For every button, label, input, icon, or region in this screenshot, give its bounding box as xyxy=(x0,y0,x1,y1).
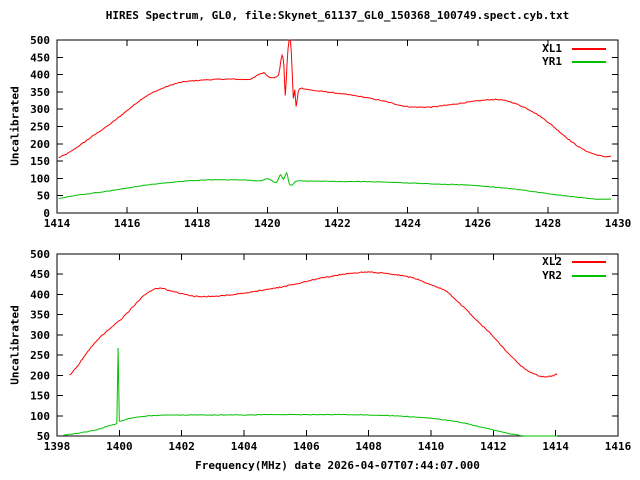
x-tick-label: 1408 xyxy=(355,440,382,453)
y-tick-label: 200 xyxy=(30,138,50,151)
y-tick-label: 100 xyxy=(30,172,50,185)
y-axis-label-top: Uncalibrated xyxy=(8,86,22,166)
x-tick-label: 1418 xyxy=(184,217,211,230)
x-tick-label: 1428 xyxy=(535,217,562,230)
y-tick-label: 0 xyxy=(43,207,50,220)
x-axis-label: Frequency(MHz) date 2026-04-07T07:44:07.… xyxy=(195,459,480,472)
y-tick-label: 450 xyxy=(30,51,50,64)
series-xl2-line xyxy=(69,271,558,378)
x-tick-label: 1422 xyxy=(324,217,351,230)
legend-line-yr1 xyxy=(572,61,606,63)
legend-label-yr2: YR2 xyxy=(542,269,562,282)
x-tick-label: 1398 xyxy=(44,440,71,453)
y-tick-label: 500 xyxy=(30,248,50,261)
series-yr1-line xyxy=(58,171,612,200)
x-tick-label: 1410 xyxy=(418,440,445,453)
y-tick-label: 450 xyxy=(30,268,50,281)
x-tick-label: 1402 xyxy=(168,440,195,453)
y-tick-label: 350 xyxy=(30,86,50,99)
x-tick-label: 1400 xyxy=(106,440,133,453)
x-tick-label: 1412 xyxy=(480,440,507,453)
y-tick-label: 200 xyxy=(30,369,50,382)
y-axis-label-bottom: Uncalibrated xyxy=(8,305,22,385)
y-tick-label: 350 xyxy=(30,309,50,322)
y-tick-label: 250 xyxy=(30,121,50,134)
y-tick-label: 300 xyxy=(30,103,50,116)
y-tick-label: 100 xyxy=(30,410,50,423)
x-tick-label: 1416 xyxy=(605,440,632,453)
x-tick-label: 1414 xyxy=(44,217,71,230)
x-tick-label: 1404 xyxy=(231,440,258,453)
y-tick-label: 400 xyxy=(30,288,50,301)
legend-line-xl2 xyxy=(572,261,606,263)
y-tick-label: 250 xyxy=(30,349,50,362)
y-tick-label: 300 xyxy=(30,329,50,342)
x-tick-label: 1424 xyxy=(394,217,421,230)
y-tick-label: 50 xyxy=(37,190,50,203)
y-tick-label: 150 xyxy=(30,155,50,168)
y-tick-label: 150 xyxy=(30,390,50,403)
legend-line-xl1 xyxy=(572,48,606,50)
x-tick-label: 1406 xyxy=(293,440,320,453)
legend-line-yr2 xyxy=(572,275,606,277)
y-tick-label: 50 xyxy=(37,430,50,443)
y-tick-label: 500 xyxy=(30,34,50,47)
y-tick-label: 400 xyxy=(30,69,50,82)
x-tick-label: 1414 xyxy=(542,440,569,453)
x-tick-label: 1426 xyxy=(465,217,492,230)
x-tick-label: 1416 xyxy=(114,217,141,230)
legend-label-yr1: YR1 xyxy=(542,55,562,68)
x-tick-label: 1420 xyxy=(254,217,281,230)
legend-label-xl1: XL1 xyxy=(542,42,562,55)
chart-title: HIRES Spectrum, GL0, file:Skynet_61137_G… xyxy=(105,9,570,22)
series-yr2-line xyxy=(63,348,558,437)
series-xl1-line xyxy=(58,39,612,158)
legend-label-xl2: XL2 xyxy=(542,255,562,268)
plot-border xyxy=(56,253,619,437)
x-tick-label: 1430 xyxy=(605,217,632,230)
